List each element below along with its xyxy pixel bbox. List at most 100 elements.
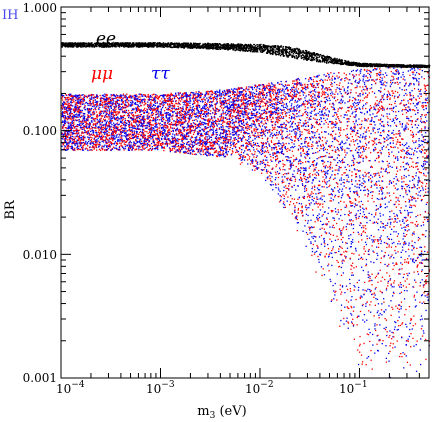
tautau-point [419,93,421,95]
mumu-point [424,99,427,101]
tautau-point [376,115,378,117]
tautau-point [260,93,263,95]
tautau-point [333,107,335,109]
mumu-point [114,110,116,113]
mumu-point [137,124,139,127]
mumu-point [276,120,278,123]
tautau-point [390,284,392,286]
mumu-point [382,96,384,99]
mumu-point [426,201,428,204]
tautau-point [136,101,139,103]
mumu-point [233,110,236,112]
mumu-point [427,84,429,86]
mumu-point [241,119,243,121]
mumu-point [413,204,415,206]
mumu-point [248,104,251,106]
mumu-point [224,141,226,144]
mumu-point [309,77,311,79]
mumu-point [274,128,276,130]
mumu-point [263,117,265,120]
mumu-point [160,132,162,134]
tautau-point [392,142,394,144]
mumu-point [367,193,370,196]
tautau-point [370,234,372,237]
mumu-point [271,121,273,123]
mumu-point [287,134,289,136]
tautau-point [248,112,250,114]
mumu-point [284,111,286,113]
tautau-point [236,106,238,108]
tautau-point [270,91,272,93]
mumu-point [392,181,395,183]
tautau-point [340,79,342,81]
tautau-point [249,142,251,145]
tautau-point [179,107,182,109]
tautau-point [139,115,141,118]
tautau-point [99,102,101,105]
tautau-point [418,180,420,182]
tautau-point [91,121,93,123]
tautau-point [377,128,379,131]
tautau-point [401,188,403,190]
tautau-point [371,239,373,241]
mumu-point [351,174,353,177]
mumu-point [305,113,308,115]
tautau-point [408,184,410,187]
tautau-point [342,181,344,184]
mumu-point [67,96,69,98]
mumu-point [105,141,107,143]
tautau-point [362,94,364,96]
mumu-point [106,125,108,127]
mumu-point [193,122,196,125]
mumu-point [227,109,229,111]
mumu-point [346,179,348,181]
tautau-point [168,97,170,99]
mumu-point [275,104,277,106]
tautau-point [117,128,119,130]
tautau-point [209,113,211,115]
tautau-point [151,146,153,148]
tautau-point [334,282,336,285]
tautau-point [339,91,341,93]
mumu-point [335,91,337,93]
mumu-point [167,134,169,136]
mumu-point [300,161,302,163]
mumu-point [274,102,277,104]
mumu-point [263,169,265,171]
mumu-point [419,68,421,71]
tautau-point [61,108,64,110]
tautau-point [377,254,379,257]
tautau-point [274,146,276,149]
mumu-point [128,110,130,112]
tautau-point [65,108,67,110]
mumu-point [237,91,239,93]
mumu-point [67,147,70,149]
tautau-point [227,126,229,128]
mumu-point [214,150,216,152]
mumu-point [67,132,69,134]
tautau-point [274,103,276,106]
mumu-point [80,124,82,126]
mumu-point [298,129,301,131]
tautau-point [140,109,142,111]
tautau-point [209,104,211,106]
mumu-point [334,96,336,98]
mumu-point [109,127,111,130]
tautau-point [380,221,382,223]
tautau-point [121,135,123,137]
mumu-point [175,141,177,143]
tautau-point [312,180,314,182]
tautau-point [161,137,163,140]
mumu-point [332,178,335,180]
mumu-point [297,209,299,211]
tautau-point [140,119,142,121]
mumu-point [136,107,138,109]
tautau-point [350,126,352,129]
mumu-point [237,139,239,141]
tautau-point [239,154,241,156]
tautau-point [113,115,115,117]
tautau-point [123,127,125,129]
tautau-point [373,261,375,264]
mumu-point [234,107,236,109]
tautau-point [413,78,415,80]
